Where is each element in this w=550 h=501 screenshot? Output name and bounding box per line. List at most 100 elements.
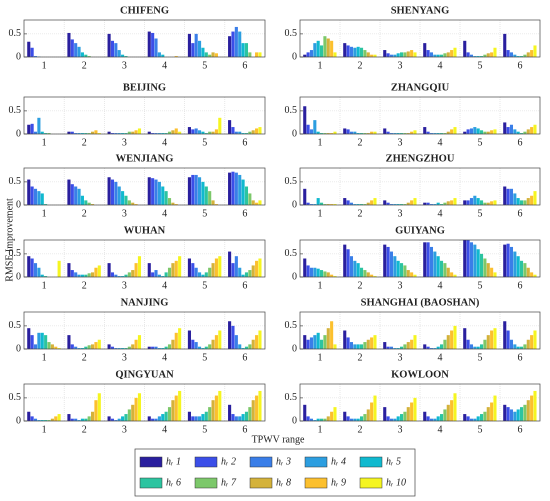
bar — [483, 258, 487, 277]
bar — [30, 47, 34, 57]
bar — [70, 418, 74, 421]
bar — [413, 52, 417, 57]
bar — [516, 131, 520, 134]
panel-title: SHANGHAI (BAOSHAN) — [361, 297, 480, 308]
bar — [370, 131, 374, 134]
bar — [330, 411, 334, 421]
bar — [473, 418, 477, 421]
bar — [506, 243, 510, 277]
bar — [44, 276, 48, 277]
bar — [33, 344, 38, 349]
bar — [503, 33, 507, 57]
bar — [503, 321, 507, 349]
bar — [258, 52, 262, 57]
y-tick-label: 0 — [16, 271, 21, 282]
bar — [413, 274, 417, 277]
bar — [187, 330, 191, 349]
bar — [107, 263, 111, 277]
bar — [393, 204, 397, 205]
bar — [486, 335, 490, 349]
bar — [67, 32, 71, 57]
bar — [446, 404, 450, 421]
bar — [386, 346, 390, 349]
bar — [386, 202, 390, 205]
bar — [174, 56, 178, 57]
y-tick-label: 0.5 — [285, 320, 298, 331]
bar — [410, 50, 414, 57]
x-tick-label: 3 — [122, 208, 127, 219]
bar — [373, 276, 377, 277]
x-tick-label: 4 — [438, 424, 443, 435]
x-tick-label: 3 — [122, 352, 127, 363]
bar — [228, 36, 232, 57]
bar — [469, 128, 474, 134]
bar — [410, 131, 414, 134]
bar — [520, 407, 524, 421]
x-tick-label: 4 — [162, 60, 167, 71]
bar — [533, 124, 537, 134]
bar — [228, 172, 232, 205]
bar — [320, 133, 324, 134]
bar — [198, 416, 202, 421]
x-tick-label: 4 — [438, 208, 443, 219]
bar — [533, 45, 537, 57]
bar — [453, 274, 457, 277]
bar — [97, 133, 101, 134]
legend-swatch — [304, 477, 328, 489]
bar — [426, 50, 430, 57]
axes-frame — [23, 311, 266, 350]
bar — [516, 409, 520, 421]
bar — [80, 133, 84, 134]
bar — [383, 342, 387, 349]
bar — [463, 240, 467, 277]
bar — [187, 258, 191, 277]
bar — [370, 54, 374, 57]
bar — [178, 328, 182, 349]
bar — [167, 198, 172, 205]
bar — [204, 411, 208, 421]
bar — [513, 129, 517, 134]
bar — [90, 204, 95, 205]
bar — [37, 117, 41, 134]
bar — [157, 348, 161, 349]
bar — [523, 131, 527, 134]
bar — [147, 177, 151, 205]
bar — [423, 43, 427, 57]
bar — [436, 416, 440, 421]
bar — [316, 198, 320, 205]
bar — [201, 414, 205, 421]
bar — [255, 335, 259, 349]
bar — [440, 414, 444, 421]
bar — [131, 131, 135, 134]
bar — [330, 40, 334, 57]
bar — [248, 52, 252, 57]
bar — [187, 33, 191, 57]
bar — [303, 106, 307, 134]
bar — [493, 395, 497, 421]
bar — [396, 348, 400, 349]
bar — [37, 420, 41, 421]
bar — [443, 133, 447, 134]
x-tick-label: 5 — [478, 60, 483, 71]
bar — [191, 174, 195, 205]
bar — [208, 267, 212, 277]
bar — [333, 407, 337, 421]
bar — [363, 414, 367, 421]
bar — [433, 54, 437, 57]
bar — [87, 345, 91, 349]
bar — [346, 416, 350, 421]
bar — [433, 348, 437, 349]
x-tick-label: 3 — [122, 280, 127, 291]
bar — [47, 133, 51, 134]
bar — [231, 325, 235, 349]
x-tick-label: 3 — [122, 60, 127, 71]
x-tick-label: 2 — [82, 280, 87, 291]
bar — [121, 276, 125, 277]
x-tick-label: 6 — [518, 280, 523, 291]
x-tick-label: 6 — [518, 352, 523, 363]
bar — [483, 411, 487, 421]
bar — [201, 348, 205, 349]
bar — [211, 400, 215, 421]
bar — [57, 414, 61, 421]
bar — [194, 267, 198, 277]
